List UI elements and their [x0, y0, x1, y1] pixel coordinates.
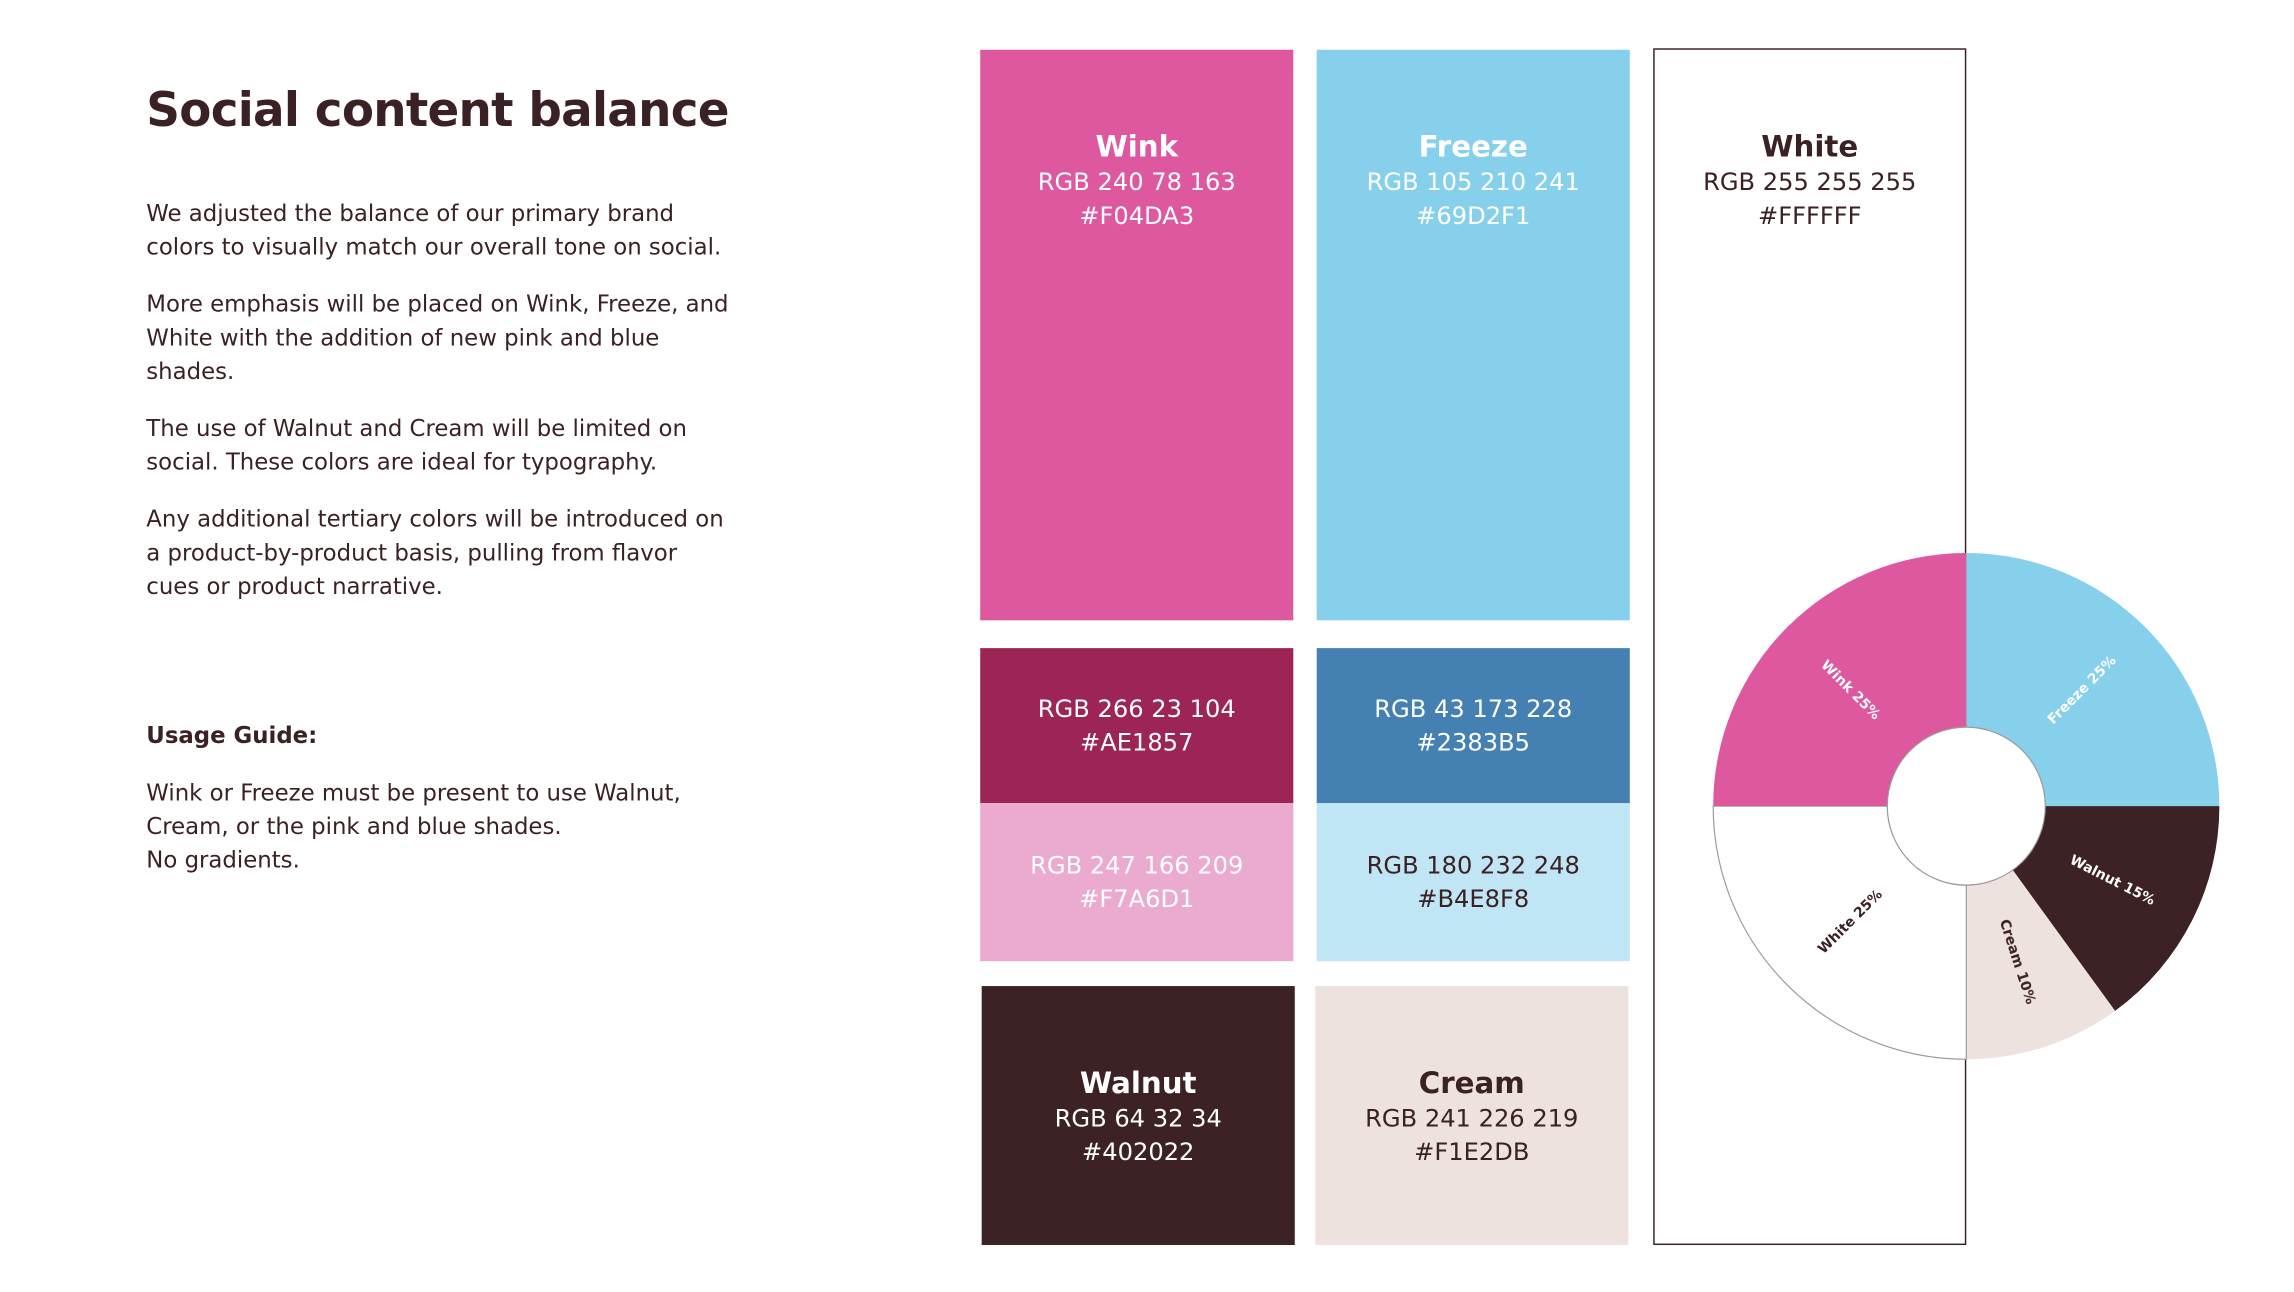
paragraph: More emphasis will be placed on Wink, Fr…	[146, 291, 729, 385]
color-swatch: RGB 266 23 104 #AE1857	[980, 648, 1294, 804]
swatch-rgb: RGB 105 210 241	[1366, 168, 1580, 197]
color-swatch: Cream RGB 241 226 219 #F1E2DB	[1315, 986, 1629, 1246]
paragraph: The use of Walnut and Cream will be limi…	[146, 415, 687, 476]
donut-hole	[1886, 726, 2046, 886]
swatch-rgb: RGB 43 173 228	[1374, 694, 1573, 723]
usage-line: No gradients.	[146, 847, 300, 874]
swatch-hex: #69D2F1	[1416, 201, 1531, 230]
color-swatch: RGB 43 173 228 #2383B5	[1316, 648, 1630, 804]
donut-slice	[1713, 553, 1967, 807]
usage-line: Wink or Freeze must be present to use Wa…	[146, 779, 681, 840]
color-swatch: Freeze RGB 105 210 241 #69D2F1	[1316, 49, 1630, 621]
swatch-rgb: RGB 180 232 248	[1366, 851, 1580, 880]
paragraph: We adjusted the balance of our primary b…	[146, 200, 722, 261]
swatch-name: Wink	[1095, 128, 1179, 164]
swatch-rgb: RGB 64 32 34	[1054, 1103, 1222, 1132]
swatch-name: White	[1761, 128, 1859, 164]
swatch-hex: #B4E8F8	[1417, 885, 1530, 913]
swatch-rgb: RGB 240 78 163	[1037, 168, 1236, 197]
swatch-hex: #AE1857	[1080, 728, 1194, 757]
swatch-rgb: RGB 247 166 209	[1030, 851, 1244, 880]
title: Social content balance	[146, 81, 729, 138]
swatch-name: Walnut	[1079, 1064, 1197, 1100]
swatch-hex: #F1E2DB	[1414, 1137, 1530, 1166]
swatch-name: Cream	[1418, 1064, 1525, 1100]
usage-guide: Usage Guide: Wink or Freeze must be pres…	[146, 720, 731, 878]
donut-slice	[2012, 806, 2220, 1011]
color-swatch: RGB 247 166 209 #F7A6D1	[980, 803, 1294, 962]
color-swatch: Wink RGB 240 78 163 #F04DA3	[980, 49, 1294, 621]
swatch-hex: #FFFFFF	[1757, 201, 1862, 230]
swatch-rgb: RGB 255 255 255	[1703, 168, 1917, 197]
swatch-hex: #2383B5	[1416, 728, 1531, 757]
swatch-rgb: RGB 241 226 219	[1365, 1103, 1579, 1132]
swatch-name: Freeze	[1418, 128, 1528, 164]
paragraph: Any additional tertiary colors will be i…	[146, 506, 724, 600]
swatch-hex: #F04DA3	[1079, 201, 1195, 230]
color-swatch: RGB 180 232 248 #B4E8F8	[1316, 803, 1630, 962]
usage-heading: Usage Guide:	[146, 722, 318, 750]
usage-lines: Wink or Freeze must be present to use Wa…	[146, 777, 731, 878]
donut-slice	[1966, 553, 2220, 807]
swatch-hex: #402022	[1082, 1137, 1195, 1166]
body-copy: We adjusted the balance of our primary b…	[146, 198, 731, 628]
swatch-rgb: RGB 266 23 104	[1037, 694, 1236, 723]
swatch-hex: #F7A6D1	[1079, 885, 1195, 913]
donut-slice	[1966, 870, 2116, 1060]
color-swatch: Walnut RGB 64 32 34 #402022	[981, 986, 1295, 1246]
